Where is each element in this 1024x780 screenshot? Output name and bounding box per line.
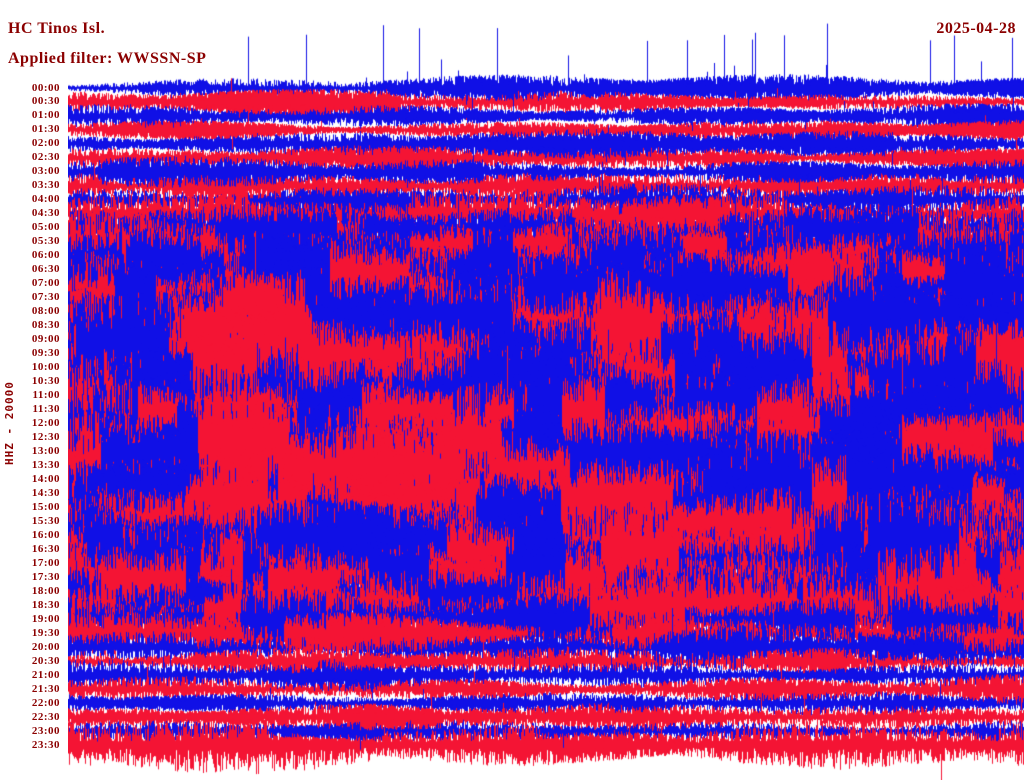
station-title: HC Tinos Isl.	[8, 20, 106, 37]
time-label: 18:00	[31, 584, 60, 597]
time-label: 07:00	[31, 277, 60, 290]
time-label: 13:00	[31, 444, 60, 457]
date-label: 2025-04-28	[936, 20, 1016, 37]
scale-label: HHZ - 20000	[3, 381, 16, 465]
time-label: 13:30	[31, 458, 60, 471]
time-label: 09:00	[31, 333, 60, 346]
time-label: 05:00	[31, 221, 60, 234]
filter-label: Applied filter: WWSSN-SP	[8, 50, 207, 67]
time-label: 08:30	[31, 319, 60, 332]
time-label: 06:30	[31, 263, 60, 276]
time-label: 22:00	[31, 696, 60, 709]
time-label: 05:30	[31, 235, 60, 248]
time-axis: 00:00 00:30 01:00 01:30 02:00 02:30 03:00 03:30…	[0, 0, 64, 780]
time-label: 12:00	[31, 417, 60, 430]
time-label: 15:30	[31, 514, 60, 527]
time-label: 22:30	[31, 710, 60, 723]
time-label: 03:00	[31, 165, 60, 178]
time-label: 01:00	[31, 109, 60, 122]
time-label: 17:00	[31, 556, 60, 569]
time-label: 10:00	[31, 361, 60, 374]
time-label: 14:00	[31, 472, 60, 485]
time-label: 19:30	[31, 626, 60, 639]
time-label: 23:30	[31, 738, 60, 751]
time-label: 20:00	[31, 640, 60, 653]
time-label: 01:30	[31, 123, 60, 136]
time-label: 11:30	[32, 403, 60, 416]
time-label: 16:30	[31, 542, 60, 555]
time-label: 10:30	[31, 375, 60, 388]
time-label: 21:00	[31, 668, 60, 681]
time-label: 00:30	[31, 95, 60, 108]
time-label: 17:30	[31, 570, 60, 583]
time-label: 04:30	[31, 207, 60, 220]
time-label: 09:30	[31, 347, 60, 360]
time-label: 23:00	[31, 724, 60, 737]
time-label: 00:00	[31, 81, 60, 94]
time-label: 14:30	[31, 486, 60, 499]
time-label: 02:30	[31, 151, 60, 164]
time-label: 08:00	[31, 305, 60, 318]
time-label: 15:00	[31, 500, 60, 513]
time-label: 11:00	[32, 389, 60, 402]
time-label: 04:00	[31, 193, 60, 206]
time-label: 06:00	[31, 249, 60, 262]
time-label: 19:00	[31, 612, 60, 625]
time-label: 20:30	[31, 654, 60, 667]
time-label: 07:30	[31, 291, 60, 304]
helicorder-traces[interactable]	[68, 0, 1024, 780]
time-label: 16:00	[31, 528, 60, 541]
time-label: 18:30	[31, 598, 60, 611]
time-label: 21:30	[31, 682, 60, 695]
time-label: 02:00	[31, 137, 60, 150]
time-label: 03:30	[31, 179, 60, 192]
time-label: 12:30	[31, 431, 60, 443]
